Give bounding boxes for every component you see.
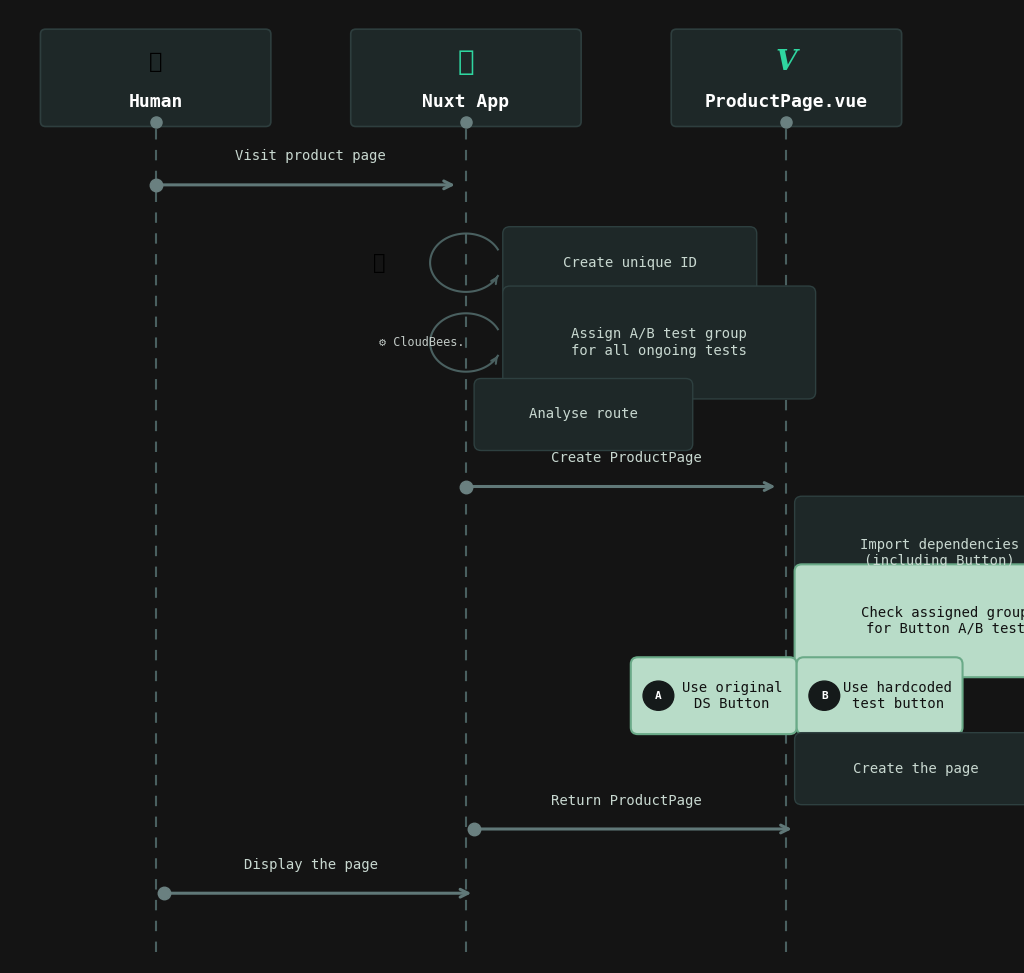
FancyBboxPatch shape bbox=[672, 29, 901, 126]
FancyBboxPatch shape bbox=[41, 29, 270, 126]
FancyBboxPatch shape bbox=[503, 286, 815, 399]
FancyBboxPatch shape bbox=[503, 227, 757, 299]
FancyBboxPatch shape bbox=[631, 658, 797, 735]
Text: 🔥: 🔥 bbox=[373, 253, 385, 272]
Text: Analyse route: Analyse route bbox=[529, 408, 638, 421]
FancyBboxPatch shape bbox=[350, 29, 582, 126]
Text: Human: Human bbox=[128, 93, 183, 111]
FancyBboxPatch shape bbox=[795, 564, 1024, 677]
Text: Import dependencies
(including Button): Import dependencies (including Button) bbox=[860, 537, 1019, 568]
Text: ⚙ CloudBees.: ⚙ CloudBees. bbox=[379, 336, 464, 349]
Text: ⏶: ⏶ bbox=[458, 48, 474, 76]
Text: Visit product page: Visit product page bbox=[236, 150, 386, 163]
Text: ProductPage.vue: ProductPage.vue bbox=[705, 93, 868, 111]
Text: Check assigned group
for Button A/B test: Check assigned group for Button A/B test bbox=[861, 605, 1024, 636]
Text: Assign A/B test group
for all ongoing tests: Assign A/B test group for all ongoing te… bbox=[571, 327, 748, 358]
Text: Use hardcoded
test button: Use hardcoded test button bbox=[844, 680, 952, 711]
Text: Return ProductPage: Return ProductPage bbox=[551, 794, 701, 808]
FancyBboxPatch shape bbox=[474, 378, 693, 450]
Text: Display the page: Display the page bbox=[244, 858, 378, 872]
Circle shape bbox=[809, 681, 840, 710]
Circle shape bbox=[643, 681, 674, 710]
Text: 🧑: 🧑 bbox=[148, 53, 163, 72]
Text: A: A bbox=[655, 691, 662, 701]
Text: B: B bbox=[821, 691, 827, 701]
FancyBboxPatch shape bbox=[795, 733, 1024, 805]
FancyBboxPatch shape bbox=[797, 658, 963, 735]
FancyBboxPatch shape bbox=[795, 496, 1024, 609]
Text: Create the page: Create the page bbox=[853, 762, 979, 775]
Text: V: V bbox=[776, 49, 797, 76]
Text: Create ProductPage: Create ProductPage bbox=[551, 451, 701, 465]
Text: Nuxt App: Nuxt App bbox=[423, 93, 509, 111]
Text: Create unique ID: Create unique ID bbox=[563, 256, 696, 270]
Text: Use original
DS Button: Use original DS Button bbox=[682, 680, 782, 711]
